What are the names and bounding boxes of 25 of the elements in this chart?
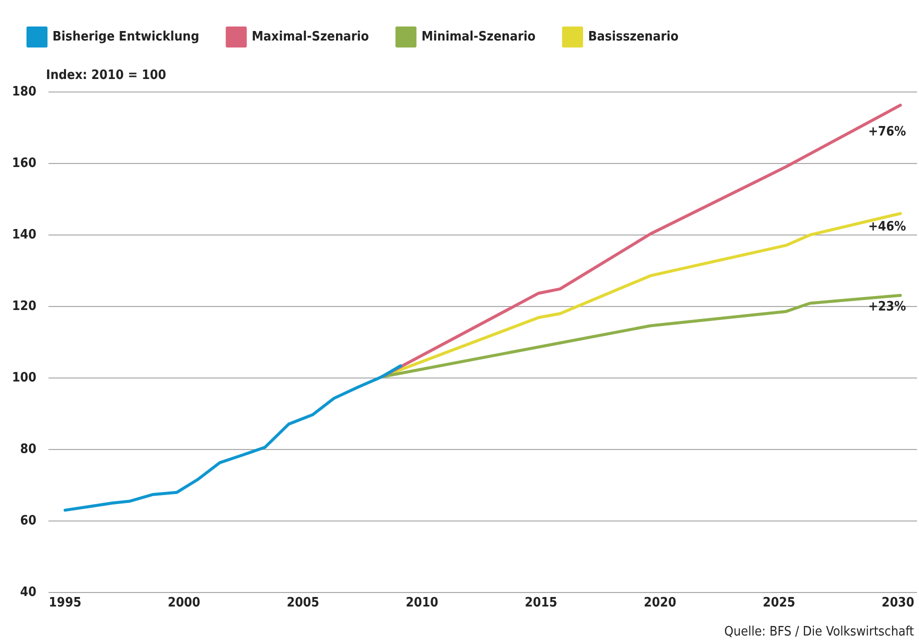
x-tick-label: 2015 <box>524 596 558 611</box>
legend-label: Basisszenario <box>588 29 679 44</box>
x-tick-label: 2020 <box>644 596 676 611</box>
y-tick-label: 160 <box>12 156 36 171</box>
y-tick-label: 120 <box>12 298 36 314</box>
y-tick-label: 60 <box>20 513 36 528</box>
source-note: Quelle: BFS / Die Volkswirtschaft <box>724 624 914 640</box>
x-tick-label: 2000 <box>168 596 200 611</box>
annotation: +46% <box>868 219 906 234</box>
y-tick-label: 140 <box>12 227 36 242</box>
y-tick-label: 80 <box>20 442 36 457</box>
x-tick-label: 2025 <box>762 596 796 611</box>
x-tick-label: 2030 <box>882 596 914 611</box>
x-tick-label: 1995 <box>48 596 82 611</box>
x-tick-label: 2005 <box>286 596 320 611</box>
legend-label: Maximal-Szenario <box>252 29 369 44</box>
x-tick-label: 2010 <box>406 596 438 611</box>
annotation: +76% <box>868 124 906 140</box>
legend-label: Minimal-Szenario <box>421 29 536 44</box>
y-tick-label: 40 <box>20 584 36 600</box>
y-axis-title: Index: 2010 = 100 <box>46 68 166 83</box>
y-tick-label: 180 <box>12 84 36 100</box>
y-tick-label: 100 <box>12 370 36 386</box>
legend-label: Bisherige Entwicklung <box>52 29 200 44</box>
annotation: +23% <box>868 299 906 314</box>
